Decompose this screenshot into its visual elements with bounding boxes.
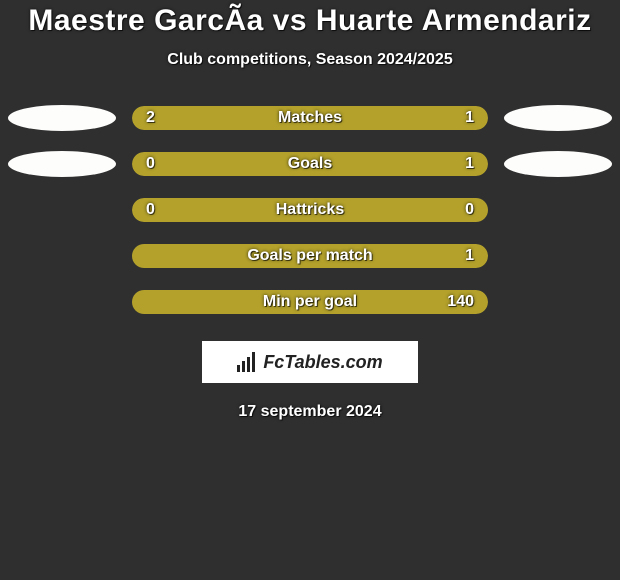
stat-row: Matches21 bbox=[8, 95, 612, 141]
stat-row: Hattricks00 bbox=[8, 187, 612, 233]
page-title: Maestre GarcÃ­a vs Huarte Armendariz bbox=[10, 4, 610, 37]
stat-row: Min per goal140 bbox=[8, 279, 612, 325]
bar-fill-left bbox=[132, 198, 488, 222]
left-oval bbox=[8, 105, 116, 131]
date: 17 september 2024 bbox=[0, 403, 620, 421]
right-oval bbox=[504, 105, 612, 131]
left-oval bbox=[8, 151, 116, 177]
stat-bar: Min per goal140 bbox=[132, 290, 488, 314]
bar-fill-right bbox=[369, 106, 488, 130]
stat-bar: Hattricks00 bbox=[132, 198, 488, 222]
bar-fill-left bbox=[132, 152, 185, 176]
right-oval bbox=[504, 151, 612, 177]
stats-container: Matches21 Goals01 Hattricks00 Goals per mat… bbox=[0, 95, 620, 325]
fctables-logo: FcTables.com bbox=[202, 341, 418, 383]
stat-bar: Goals per match1 bbox=[132, 244, 488, 268]
comparison-card: Maestre GarcÃ­a vs Huarte Armendariz Clu… bbox=[0, 0, 620, 580]
stat-row: Goals per match1 bbox=[8, 233, 612, 279]
bar-fill-right bbox=[185, 152, 488, 176]
stat-row: Goals01 bbox=[8, 141, 612, 187]
stat-bar: Goals01 bbox=[132, 152, 488, 176]
logo-text: FcTables.com bbox=[263, 352, 382, 373]
bar-fill-right bbox=[132, 290, 488, 314]
subtitle: Club competitions, Season 2024/2025 bbox=[0, 51, 620, 69]
bar-chart-icon bbox=[237, 352, 257, 372]
stat-bar: Matches21 bbox=[132, 106, 488, 130]
bar-fill-left bbox=[132, 106, 369, 130]
bar-fill-right bbox=[132, 244, 488, 268]
